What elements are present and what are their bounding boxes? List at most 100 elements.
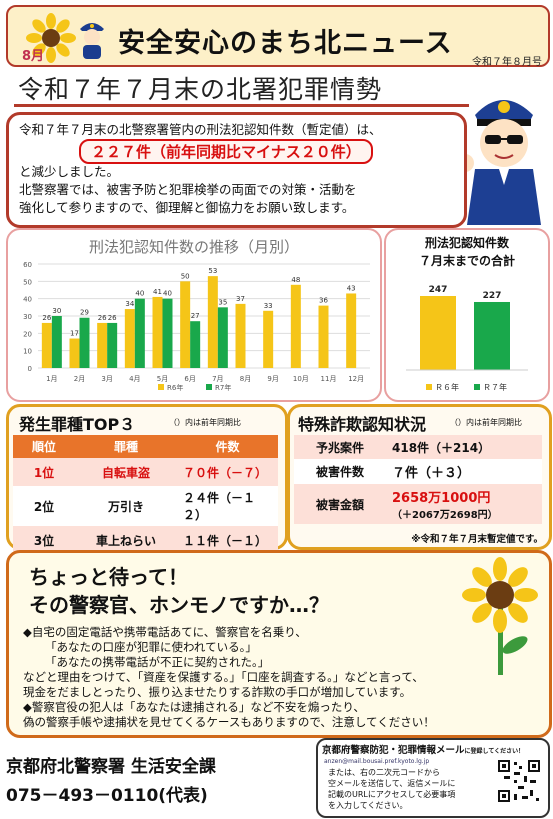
officer-girl-icon — [80, 23, 104, 59]
data-label: 26 — [108, 314, 117, 322]
bar-r6 — [207, 276, 218, 368]
intro-highlight-wrap: ２２７件（前年同期比マイナス２０件） — [79, 139, 373, 164]
top3-panel: 発生罪種TOP３ （）内は前年同期比 順位 罪種 件数 1位 自転車盗 ７０件（… — [6, 404, 288, 554]
x-tick-label: 7月 — [212, 375, 223, 383]
sunflower-icon — [462, 557, 538, 675]
label-cell: 被害件数 — [315, 465, 364, 479]
warning-line: ◆警察官役の犯人は「あなたは逮捕される」など不安を煽ったり、 — [23, 700, 365, 714]
newsletter-title: 安全安心のまち北ニュース — [118, 28, 453, 59]
count-cell: １１件（－１） — [183, 533, 268, 548]
bar-r7 — [51, 316, 62, 368]
data-label: 37 — [236, 295, 245, 303]
logo-month-label: 8月 — [22, 49, 45, 64]
legend-label: Ｒ６年 — [435, 382, 459, 392]
table-row: 被害件数 ７件（＋３） — [294, 459, 542, 484]
warning-title-2: その警察官、ホンモノですか…？ — [29, 593, 329, 617]
fraud-table: 予兆案件 418件（＋214） 被害件数 ７件（＋３） 被害金額 2658万10… — [294, 435, 542, 524]
table-row: 被害金額 2658万1000円 （＋2067万2698円） — [294, 484, 542, 524]
legend-label: R6年 — [167, 383, 183, 392]
y-tick-label: 10 — [23, 348, 32, 356]
x-tick-label: 11月 — [321, 375, 337, 383]
label-cell: 被害金額 — [315, 497, 364, 512]
table-row: 予兆案件 418件（＋214） — [294, 435, 542, 459]
contact-org: 京都府北警察署 生活安全課 — [6, 757, 216, 777]
legend-swatch — [206, 384, 212, 390]
data-label: 227 — [483, 291, 502, 301]
bar-r6 — [180, 281, 191, 368]
total-chart-panel: 刑法犯認知件数 ７月末までの合計 247 227 Ｒ６年 Ｒ７年 — [384, 228, 550, 402]
warning-line: 「あなたの携帯電話が不正に契約された。」 — [45, 655, 270, 669]
table-row: 2位 万引き ２４件（－１２） — [13, 486, 278, 526]
data-label: 27 — [191, 312, 200, 320]
mail-address[interactable]: anzen@mail.bousai.pref.kyoto.lg.jp — [324, 758, 430, 765]
data-label: 40 — [163, 290, 172, 298]
bar-r7 — [134, 298, 145, 368]
header-banner: 8月 安全安心のまち北ニュース 令和７年８月号 — [6, 5, 550, 68]
x-tick-label: 6月 — [184, 375, 195, 383]
table-row: 3位 車上ねらい １１件（－１） — [13, 526, 278, 554]
sunflower-icon — [26, 13, 76, 63]
police-officer-icon — [456, 100, 541, 225]
legend-swatch — [474, 384, 480, 390]
crime-cell: 車上ねらい — [95, 533, 156, 548]
damage-amount: 2658万1000円 — [392, 491, 491, 506]
bar-r6 — [124, 309, 135, 368]
fraud-note: （）内は前年同期比 — [450, 418, 522, 427]
chart-title: 刑法犯認知件数 — [425, 235, 510, 250]
top3-header-row: 順位 罪種 件数 — [13, 435, 278, 458]
issue-date: 令和７年８月号 — [472, 57, 542, 68]
header-count: 件数 — [215, 440, 240, 454]
warning-panel: ちょっと待って！ その警察官、ホンモノですか…？ ◆自宅の固定電話や携帯電話あて… — [6, 550, 552, 738]
bar-r6 — [41, 322, 52, 368]
data-label: 41 — [153, 288, 162, 296]
y-tick-label: 50 — [23, 278, 32, 286]
data-label: 26 — [42, 314, 51, 322]
bar-r7 — [190, 321, 201, 368]
table-row: 1位 自転車盗 ７０件（－７） — [13, 458, 278, 486]
crime-cell: 自転車盗 — [101, 465, 150, 480]
warning-line: 偽の警察手帳や逮捕状を見せてくるケースもありますので、注意してください！ — [23, 715, 435, 729]
damage-amount-diff: （＋2067万2698円） — [392, 510, 498, 521]
bar-r7 — [79, 317, 90, 368]
data-label: 53 — [208, 267, 217, 275]
qr-code-icon[interactable] — [496, 758, 542, 804]
bar-r6 — [346, 293, 357, 368]
mail-registration-panel: 京都府警察防犯・犯罪情報メールに登録してください！ anzen@mail.bou… — [316, 738, 550, 818]
header-crime: 罪種 — [113, 440, 138, 454]
fraud-footnote: ※令和７年７月末暫定値です。 — [411, 534, 543, 545]
intro-line-2: と減少しました。 — [19, 164, 120, 179]
warning-line: 現金をだましとったり、振り込ませたりする詐欺の手口が増加しています。 — [23, 685, 412, 699]
data-label: 30 — [52, 307, 61, 315]
bar-r7 — [162, 298, 173, 368]
label-cell: 予兆案件 — [315, 440, 364, 455]
warning-line: 「あなたの口座が犯罪に使われている。」 — [45, 640, 257, 654]
data-label: 33 — [264, 302, 273, 310]
fraud-panel: 特殊詐欺認知状況 （）内は前年同期比 予兆案件 418件（＋214） 被害件数 … — [287, 404, 552, 550]
legend-swatch — [426, 384, 432, 390]
crime-count-highlight: ２２７件（前年同期比マイナス２０件） — [79, 139, 373, 164]
contact-phone: 075－493－0110(代表) — [6, 786, 208, 806]
top3-title: 発生罪種TOP３ — [19, 415, 136, 434]
intro-line-1: 令和７年７月末の北警察署管内の刑法犯認知件数（暫定値）は、 — [19, 122, 382, 137]
y-tick-label: 20 — [23, 330, 32, 338]
bar-r6 — [69, 338, 80, 368]
x-tick-label: 9月 — [267, 375, 278, 383]
monthly-chart-panel: 刑法犯認知件数の推移（月別） 0 10 20 30 40 50 60 1月 26 30 2月 17 29 3… — [6, 228, 382, 402]
value-cell: 418件（＋214） — [392, 440, 491, 455]
header-rank: 順位 — [31, 440, 56, 454]
warning-title-1: ちょっと待って！ — [29, 565, 188, 589]
y-tick-label: 0 — [28, 365, 32, 373]
count-cell: ２４件（－１２） — [183, 491, 256, 522]
x-tick-label: 12月 — [348, 375, 364, 383]
x-tick-label: 8月 — [240, 375, 251, 383]
legend-label: R7年 — [215, 383, 231, 392]
top3-note: （）内は前年同期比 — [169, 418, 241, 427]
mail-text: を入力してください。 — [328, 801, 408, 810]
data-label: 35 — [218, 298, 227, 306]
rank-cell: 2位 — [33, 499, 55, 514]
y-tick-label: 60 — [23, 261, 32, 269]
total-bar-chart: 刑法犯認知件数 ７月末までの合計 247 227 Ｒ６年 Ｒ７年 — [406, 235, 528, 392]
rank-cell: 1位 — [33, 465, 55, 480]
data-label: 247 — [429, 285, 448, 295]
data-label: 48 — [291, 276, 300, 284]
